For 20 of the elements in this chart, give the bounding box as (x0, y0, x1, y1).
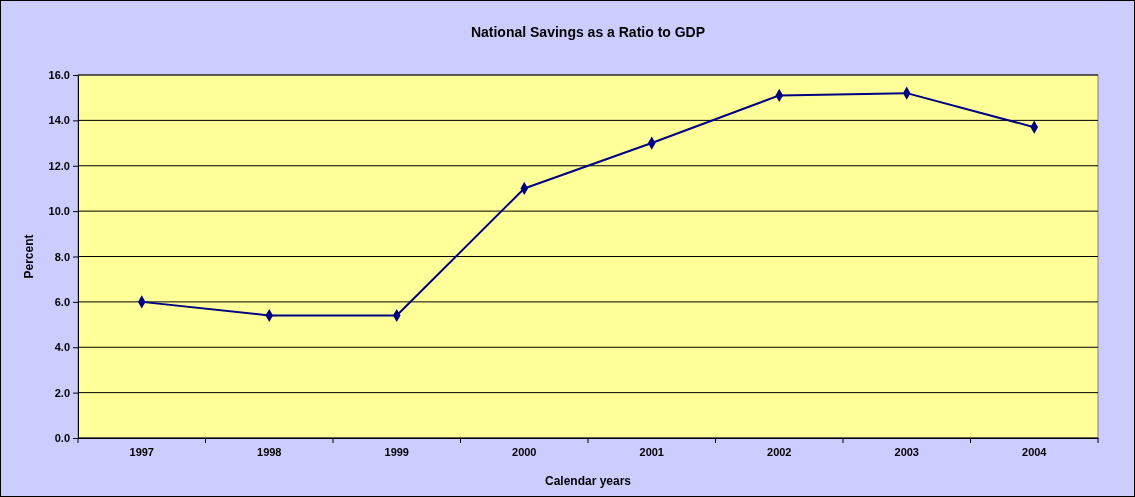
y-tick-label: 14.0 (48, 114, 70, 127)
x-tick-label: 1999 (384, 445, 409, 458)
x-tick-label: 2003 (894, 445, 919, 458)
x-tick-label: 2004 (1022, 445, 1048, 458)
chart-title: National Savings as a Ratio to GDP (470, 24, 706, 40)
x-tick-label: 1998 (257, 445, 282, 458)
x-tick-label: 2002 (767, 445, 792, 458)
y-axis-title: Percent (22, 234, 36, 279)
x-tick-label: 2001 (639, 445, 664, 458)
y-tick-label: 8.0 (54, 250, 70, 263)
y-tick-label: 6.0 (54, 295, 70, 308)
x-tick-label: 1997 (129, 445, 154, 458)
y-tick-label: 10.0 (48, 205, 70, 218)
y-tick-label: 0.0 (54, 432, 70, 445)
y-tick-label: 12.0 (48, 159, 70, 172)
y-tick-label: 4.0 (54, 341, 70, 354)
x-axis-title: Calendar years (544, 474, 632, 488)
y-tick-label: 2.0 (54, 386, 70, 399)
y-tick-label: 16.0 (48, 69, 70, 82)
x-tick-label: 2000 (512, 445, 537, 458)
